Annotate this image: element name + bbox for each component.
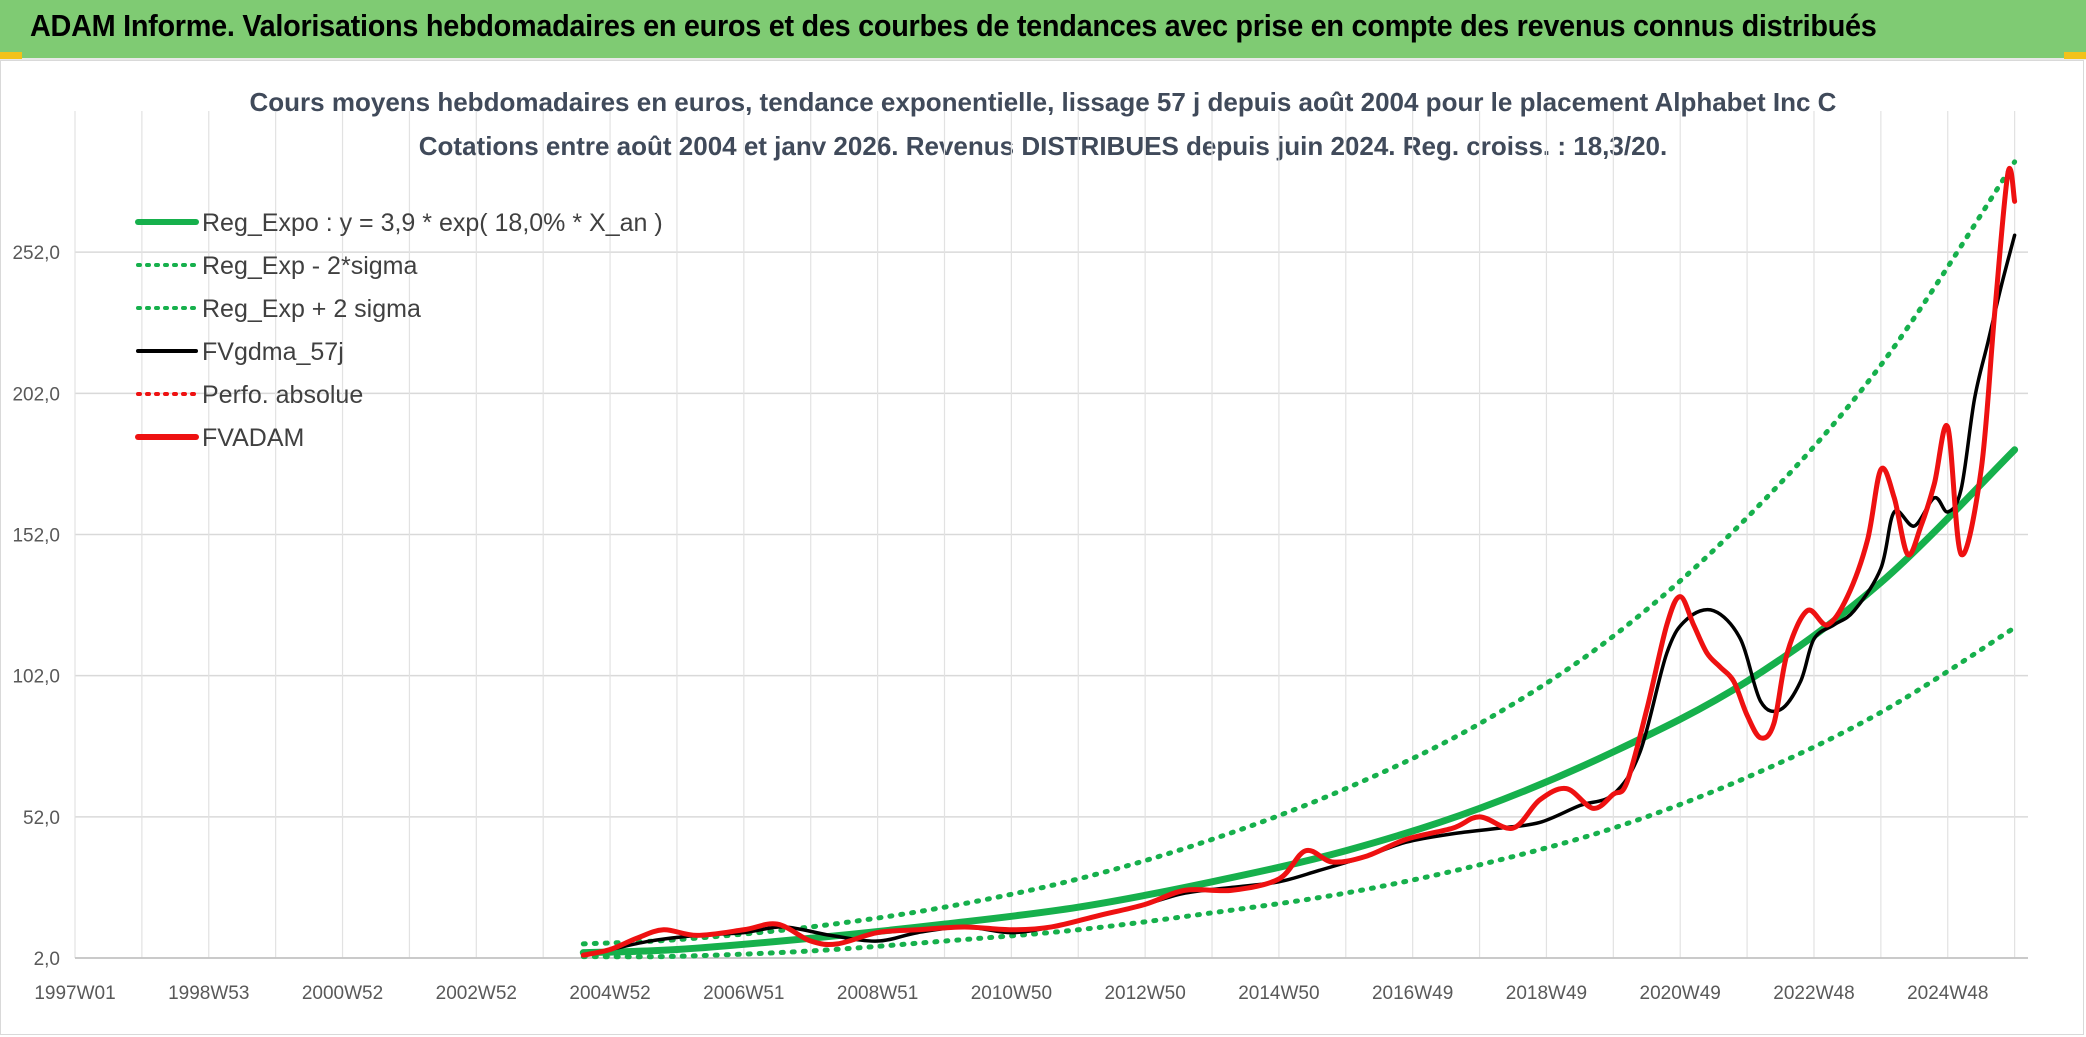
x-tick-label: 2022W48: [1773, 983, 1854, 1004]
x-tick-label: 2004W52: [569, 983, 650, 1004]
report-title: ADAM Informe. Valorisations hebdomadaire…: [30, 8, 1877, 43]
legend-label: FVADAM: [202, 424, 304, 452]
legend-label: Reg_Exp - 2*sigma: [202, 252, 417, 280]
legend-label: Reg_Exp + 2 sigma: [202, 295, 421, 323]
legend-label: Perfo. absolue: [202, 381, 363, 409]
x-axis: 1997W01 1998W53 2000W52 2002W52 2004W52 2006W…: [34, 983, 1988, 1004]
chart-title: Cours moyens hebdomadaires en euros, ten…: [250, 87, 1837, 117]
corner-right-decoration: [2064, 52, 2086, 59]
y-axis: 2,0 52,0 102,0 152,0 202,0 252,0: [12, 243, 60, 970]
legend-label: FVgdma_57j: [202, 338, 344, 366]
series-line-reg-exp-2-sigma: [580, 159, 2018, 947]
series-line-fvgdma-57j: [581, 233, 2017, 957]
legend: Reg_Expo : y = 3,9 * exp( 18,0% * X_an )…: [135, 209, 663, 452]
x-tick-label: 2012W50: [1104, 983, 1185, 1004]
y-tick-label: 152,0: [12, 526, 60, 547]
corner-left-decoration: [0, 52, 22, 59]
series-line-reg-exp-2-sigma: [580, 625, 2018, 960]
legend-label: Reg_Expo : y = 3,9 * exp( 18,0% * X_an ): [202, 209, 663, 237]
x-tick-label: 2020W49: [1640, 983, 1721, 1004]
x-tick-label: 2016W49: [1372, 983, 1453, 1004]
y-tick-label: 252,0: [12, 243, 60, 264]
x-tick-label: 2010W50: [971, 983, 1052, 1004]
y-tick-label: 202,0: [12, 384, 60, 405]
series-line-fvadam: [580, 166, 2018, 958]
gridlines: [74, 111, 2028, 959]
x-tick-label: 1997W01: [34, 983, 115, 1004]
x-tick-label: 2008W51: [837, 983, 918, 1004]
y-tick-label: 2,0: [34, 949, 60, 970]
x-tick-label: 2002W52: [436, 983, 517, 1004]
chart-frame: [0, 60, 2084, 1035]
plot-area: [579, 159, 2019, 960]
x-tick-label: 1998W53: [168, 983, 249, 1004]
x-tick-label: 2006W51: [703, 983, 784, 1004]
y-tick-label: 52,0: [23, 808, 60, 829]
chart-subtitle: Cotations entre août 2004 et janv 2026. …: [419, 131, 1667, 161]
x-tick-label: 2014W50: [1238, 983, 1319, 1004]
x-tick-label: 2000W52: [302, 983, 383, 1004]
y-tick-label: 102,0: [12, 667, 60, 688]
x-tick-label: 2018W49: [1506, 983, 1587, 1004]
report-header: ADAM Informe. Valorisations hebdomadaire…: [0, 0, 2086, 60]
x-tick-label: 2024W48: [1907, 983, 1988, 1004]
